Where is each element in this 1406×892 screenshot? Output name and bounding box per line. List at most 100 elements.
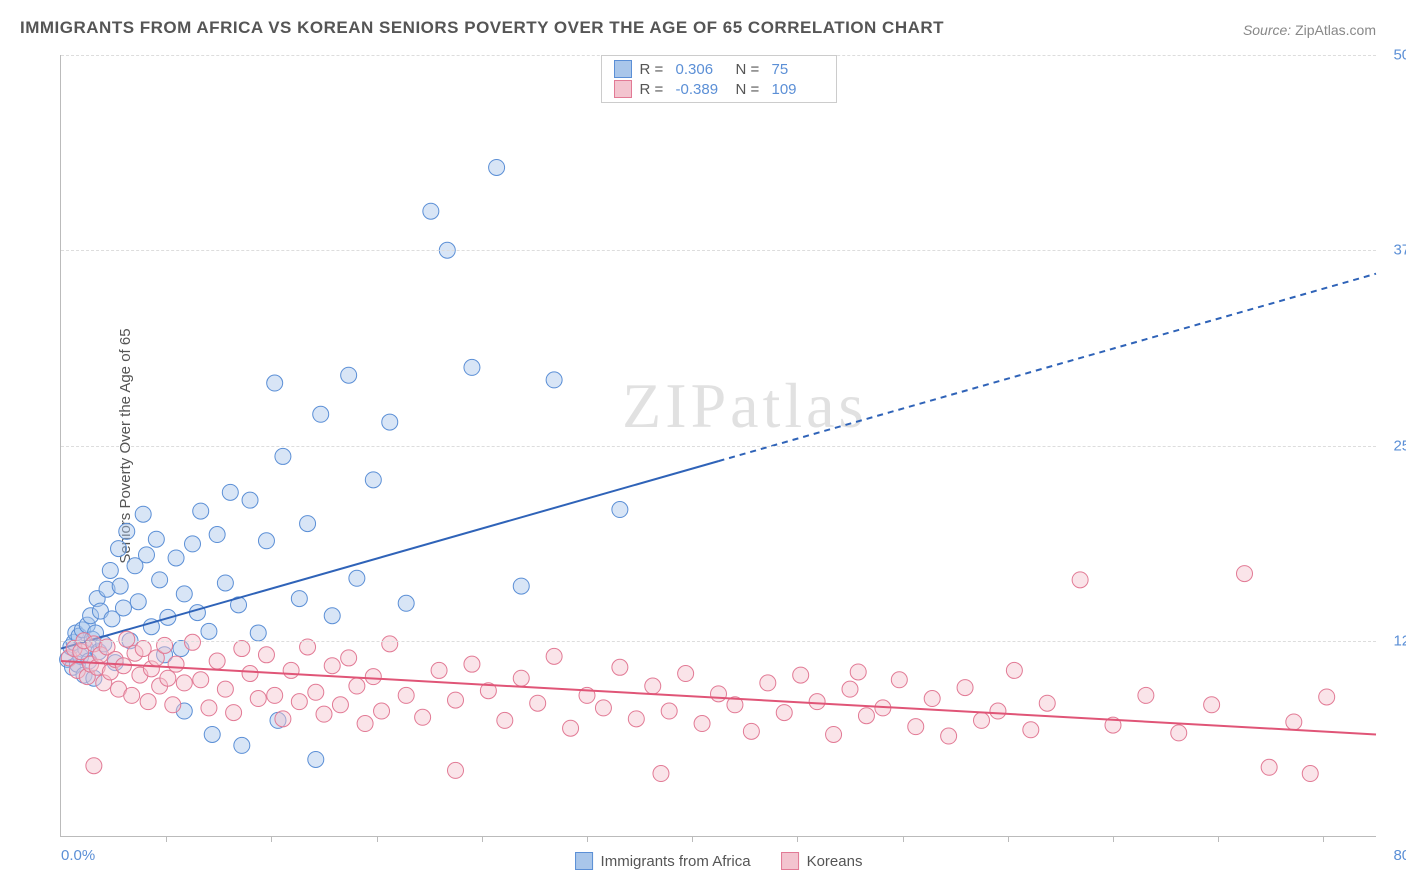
data-point bbox=[595, 700, 611, 716]
data-point bbox=[242, 666, 258, 682]
data-point bbox=[332, 697, 348, 713]
x-axis-max-label: 80.0% bbox=[1381, 847, 1406, 864]
data-point bbox=[283, 662, 299, 678]
gridline bbox=[61, 446, 1376, 447]
data-point bbox=[661, 703, 677, 719]
data-point bbox=[513, 578, 529, 594]
data-point bbox=[140, 694, 156, 710]
data-point bbox=[300, 516, 316, 532]
data-point bbox=[423, 203, 439, 219]
data-point bbox=[776, 705, 792, 721]
gridline bbox=[61, 641, 1376, 642]
r-label: R = bbox=[640, 61, 668, 78]
data-point bbox=[209, 527, 225, 543]
data-point bbox=[324, 608, 340, 624]
data-point bbox=[563, 720, 579, 736]
data-point bbox=[267, 687, 283, 703]
y-tick-label: 25.0% bbox=[1381, 437, 1406, 454]
data-point bbox=[990, 703, 1006, 719]
x-tick bbox=[271, 836, 272, 842]
data-point bbox=[291, 591, 307, 607]
data-point bbox=[891, 672, 907, 688]
data-point bbox=[1319, 689, 1335, 705]
data-point bbox=[341, 367, 357, 383]
data-point bbox=[176, 586, 192, 602]
data-point bbox=[678, 666, 694, 682]
data-point bbox=[448, 762, 464, 778]
data-point bbox=[793, 667, 809, 683]
data-point bbox=[201, 700, 217, 716]
data-point bbox=[357, 716, 373, 732]
y-tick-label: 37.5% bbox=[1381, 242, 1406, 259]
data-point bbox=[842, 681, 858, 697]
data-point bbox=[1171, 725, 1187, 741]
data-point bbox=[546, 372, 562, 388]
data-point bbox=[324, 658, 340, 674]
data-point bbox=[415, 709, 431, 725]
data-point bbox=[258, 647, 274, 663]
stats-legend: R =0.306N =75R =-0.389N =109 bbox=[601, 55, 837, 103]
data-point bbox=[193, 503, 209, 519]
data-point bbox=[130, 594, 146, 610]
data-point bbox=[530, 695, 546, 711]
data-point bbox=[448, 692, 464, 708]
series-name: Immigrants from Africa bbox=[601, 853, 751, 870]
data-point bbox=[1039, 695, 1055, 711]
data-point bbox=[168, 656, 184, 672]
trend-line bbox=[61, 461, 719, 648]
data-point bbox=[743, 723, 759, 739]
data-point bbox=[653, 766, 669, 782]
y-tick-label: 12.5% bbox=[1381, 632, 1406, 649]
data-point bbox=[382, 636, 398, 652]
x-tick bbox=[1008, 836, 1009, 842]
data-point bbox=[209, 653, 225, 669]
x-tick bbox=[797, 836, 798, 842]
chart-title: IMMIGRANTS FROM AFRICA VS KOREAN SENIORS… bbox=[20, 18, 944, 38]
x-axis-min-label: 0.0% bbox=[61, 847, 95, 864]
data-point bbox=[489, 159, 505, 175]
data-point bbox=[464, 359, 480, 375]
data-point bbox=[165, 697, 181, 713]
data-point bbox=[148, 531, 164, 547]
source-label: Source: bbox=[1243, 22, 1291, 38]
data-point bbox=[497, 712, 513, 728]
legend-swatch bbox=[781, 852, 799, 870]
data-point bbox=[124, 687, 140, 703]
y-tick-label: 50.0% bbox=[1381, 47, 1406, 64]
data-point bbox=[176, 675, 192, 691]
data-point bbox=[809, 694, 825, 710]
data-point bbox=[1237, 566, 1253, 582]
data-point bbox=[135, 506, 151, 522]
n-label: N = bbox=[736, 61, 764, 78]
data-point bbox=[546, 648, 562, 664]
data-point bbox=[1138, 687, 1154, 703]
data-point bbox=[275, 448, 291, 464]
series-name: Koreans bbox=[807, 853, 863, 870]
data-point bbox=[1072, 572, 1088, 588]
x-tick bbox=[482, 836, 483, 842]
r-label: R = bbox=[640, 81, 668, 98]
data-point bbox=[185, 536, 201, 552]
stats-legend-row: R =0.306N =75 bbox=[614, 60, 824, 78]
n-value: 109 bbox=[772, 81, 824, 98]
data-point bbox=[974, 712, 990, 728]
data-point bbox=[398, 595, 414, 611]
data-point bbox=[365, 669, 381, 685]
data-point bbox=[112, 578, 128, 594]
data-point bbox=[86, 758, 102, 774]
data-point bbox=[1286, 714, 1302, 730]
legend-swatch bbox=[575, 852, 593, 870]
x-tick bbox=[587, 836, 588, 842]
data-point bbox=[924, 691, 940, 707]
data-point bbox=[119, 631, 135, 647]
gridline bbox=[61, 250, 1376, 251]
data-point bbox=[1006, 662, 1022, 678]
data-point bbox=[204, 726, 220, 742]
data-point bbox=[291, 694, 307, 710]
data-point bbox=[431, 662, 447, 678]
data-point bbox=[1302, 766, 1318, 782]
data-point bbox=[341, 650, 357, 666]
data-point bbox=[826, 726, 842, 742]
data-point bbox=[250, 625, 266, 641]
x-tick bbox=[1218, 836, 1219, 842]
